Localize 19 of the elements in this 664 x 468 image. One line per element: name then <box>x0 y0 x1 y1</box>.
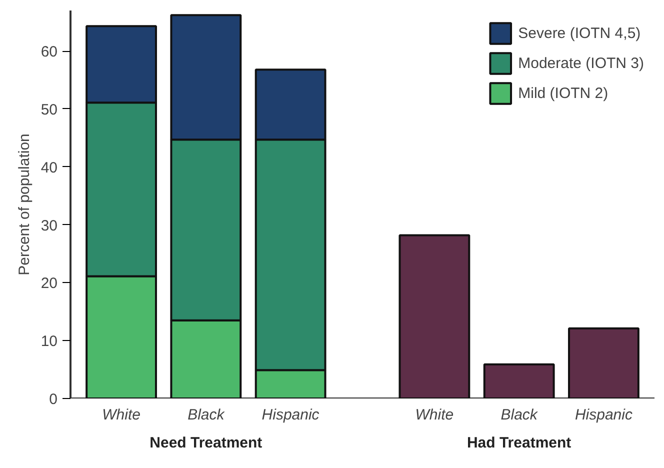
legend-label: Mild (IOTN 2) <box>518 84 608 102</box>
y-tick-label: 60 <box>40 44 58 61</box>
x-tick-label: Black <box>188 406 226 424</box>
y-tick-label: 0 <box>49 391 58 408</box>
y-tick-label: 10 <box>40 333 58 350</box>
legend-label: Moderate (IOTN 3) <box>518 54 644 72</box>
y-axis-title: Percent of population <box>16 134 33 276</box>
y-tick-label: 40 <box>40 159 58 176</box>
x-tick-label: Black <box>500 406 539 424</box>
y-tick-label: 20 <box>40 275 58 292</box>
x-tick-label: White <box>415 406 454 424</box>
x-tick-label: White <box>102 406 140 424</box>
y-tick-label: 50 <box>40 101 58 118</box>
x-tick-label: Hispanic <box>262 406 320 424</box>
y-tick-label: 30 <box>40 217 58 234</box>
legend-label: Severe (IOTN 4,5) <box>518 24 641 42</box>
text: Need Treatment <box>150 434 262 452</box>
text: Had Treatment <box>466 434 572 452</box>
x-tick-label: Hispanic <box>574 406 633 424</box>
